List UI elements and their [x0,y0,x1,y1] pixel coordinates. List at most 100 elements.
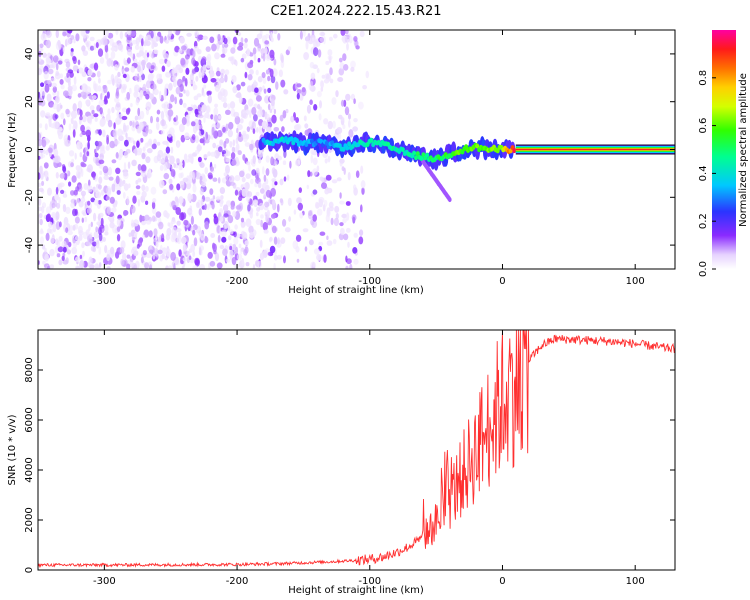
noise-speckle [93,43,97,50]
noise-speckle [199,264,206,269]
noise-speckle [170,219,176,225]
noise-speckle [91,95,97,100]
noise-speckle [346,258,352,265]
noise-speckle [170,233,176,243]
noise-speckle [258,86,263,92]
noise-speckle [158,179,165,189]
noise-speckle [169,155,175,165]
noise-speckle [38,187,44,192]
noise-speckle [209,260,216,267]
noise-speckle [117,43,123,51]
noise-speckle [293,209,297,215]
noise-speckle [210,78,217,83]
noise-speckle [225,258,231,263]
noise-speckle [87,164,93,173]
noise-speckle [115,82,120,88]
noise-speckle [87,141,90,150]
noise-speckle [318,198,324,208]
noise-speckle [182,75,186,83]
signal-core [309,138,314,144]
noise-speckle [296,92,300,100]
noise-speckle [219,139,224,146]
noise-speckle [72,65,79,72]
noise-speckle [211,202,215,210]
noise-speckle [344,36,350,43]
noise-speckle [53,55,59,63]
noise-speckle [41,139,47,148]
noise-speckle [106,91,110,99]
noise-speckle [342,124,346,130]
noise-speckle [151,44,155,49]
noise-speckle [234,189,239,196]
noise-speckle [201,104,207,112]
noise-speckle [241,258,244,266]
noise-speckle [269,245,276,254]
noise-speckle [119,31,124,40]
noise-speckle [229,141,233,148]
noise-speckle [130,53,134,58]
noise-speckle [54,155,59,163]
noise-speckle [223,213,229,218]
noise-speckle [348,119,351,128]
noise-speckle [334,205,340,213]
noise-speckle [94,130,98,135]
noise-speckle [312,157,318,166]
noise-speckle [229,245,233,251]
noise-speckle [65,227,69,234]
signal-core [347,141,352,147]
noise-speckle [235,205,242,210]
noise-speckle [204,112,210,119]
noise-speckle [93,80,96,90]
noise-speckle [190,244,196,252]
noise-speckle [365,70,370,79]
noise-speckle [242,154,246,161]
noise-speckle [338,67,345,76]
noise-speckle [342,217,347,224]
noise-speckle [80,190,86,197]
noise-speckle [251,107,257,116]
noise-speckle [232,210,237,218]
noise-speckle [266,113,270,121]
noise-speckle [108,176,114,181]
noise-speckle [122,171,129,180]
noise-speckle [297,202,303,211]
noise-speckle [72,129,76,138]
noise-speckle [135,98,140,106]
noise-speckle [257,76,263,83]
noise-speckle [156,154,161,162]
noise-speckle [333,217,339,227]
noise-speckle [166,60,171,68]
noise-speckle [347,241,350,248]
noise-speckle [273,127,280,132]
noise-speckle [217,34,221,42]
noise-speckle [257,181,262,189]
noise-speckle [131,125,136,132]
y-tick-label: -20 [24,189,35,205]
noise-speckle [349,263,353,269]
noise-speckle [337,77,344,82]
noise-speckle [178,93,183,98]
noise-speckle [121,115,128,121]
noise-speckle [167,265,173,269]
snr-plot-area [38,330,675,570]
noise-speckle [353,98,356,105]
noise-speckle [269,236,273,242]
noise-speckle [77,100,83,109]
noise-speckle [144,50,148,56]
noise-speckle [39,165,43,175]
noise-speckle [223,172,228,177]
noise-speckle [60,112,65,120]
noise-speckle [344,106,350,116]
noise-speckle [79,152,83,158]
noise-speckle [281,126,285,133]
noise-speckle [39,123,43,129]
noise-speckle [194,257,200,266]
noise-speckle [183,89,186,94]
noise-speckle [238,131,242,137]
noise-speckle [236,128,239,134]
noise-speckle [102,37,108,46]
noise-speckle [115,102,121,108]
noise-speckle [259,239,263,248]
noise-speckle [306,104,312,114]
